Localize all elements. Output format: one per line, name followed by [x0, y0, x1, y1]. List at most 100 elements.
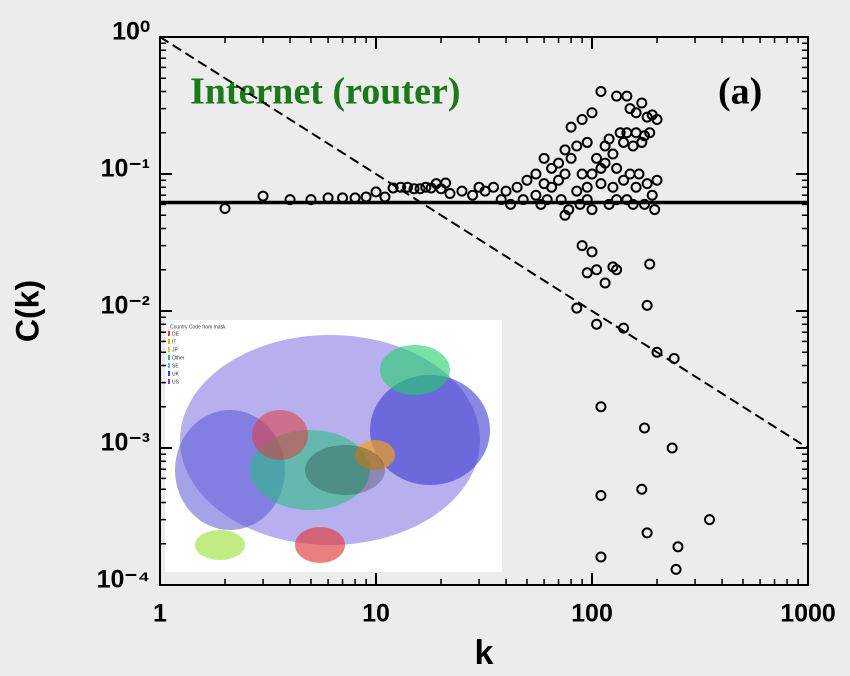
inset-legend-item: UK — [172, 371, 180, 377]
inset-blob — [295, 527, 345, 563]
data-point — [440, 177, 452, 189]
data-point — [581, 194, 593, 206]
data-point — [627, 140, 639, 152]
data-point — [591, 318, 603, 330]
data-point — [530, 189, 542, 201]
data-point — [546, 181, 558, 193]
data-point — [546, 162, 558, 174]
x-tick-label: 1000 — [780, 600, 836, 628]
data-point — [603, 198, 615, 210]
inset-legend-swatch — [168, 371, 170, 376]
inset-blob — [195, 530, 245, 560]
data-point — [565, 152, 577, 164]
data-point — [595, 178, 607, 190]
data-point — [651, 346, 663, 358]
data-point — [559, 168, 571, 180]
inset-legend-swatch — [168, 379, 170, 384]
data-point — [505, 198, 517, 210]
data-point — [618, 174, 630, 186]
y-tick-label: 10⁻⁴ — [97, 566, 150, 594]
x-tick-label: 10 — [362, 600, 390, 628]
data-point — [644, 258, 656, 270]
data-point — [672, 541, 684, 553]
data-point — [541, 194, 553, 206]
data-point — [414, 183, 426, 195]
data-point — [284, 194, 296, 206]
data-point — [636, 483, 648, 495]
data-point — [668, 353, 680, 365]
data-point — [586, 204, 598, 216]
data-point — [627, 198, 639, 210]
data-point — [638, 422, 650, 434]
data-point — [495, 194, 507, 206]
data-point — [641, 111, 653, 123]
data-point — [555, 194, 567, 206]
data-point — [559, 144, 571, 156]
data-point — [666, 442, 678, 454]
data-point — [595, 401, 607, 413]
data-point — [704, 514, 716, 526]
x-tick-label: 1 — [153, 600, 167, 628]
data-point — [599, 157, 611, 169]
data-point — [571, 185, 583, 197]
inset-blob — [252, 410, 308, 460]
inset-legend-item: JP — [172, 347, 179, 353]
chart-title: Internet (router) — [190, 71, 460, 113]
data-point — [607, 181, 619, 193]
y-tick-label: 10⁻¹ — [101, 155, 150, 183]
data-point — [360, 191, 372, 203]
data-point — [611, 194, 623, 206]
inset-blob — [305, 445, 385, 495]
inset-blob — [380, 345, 450, 395]
data-point — [638, 198, 650, 210]
x-axis-label: k — [475, 634, 494, 672]
data-point — [591, 264, 603, 276]
y-tick-label: 10⁰ — [112, 18, 150, 46]
data-point — [595, 551, 607, 563]
data-point — [618, 322, 630, 334]
data-point — [670, 563, 682, 575]
data-point — [553, 174, 565, 186]
data-point — [581, 181, 593, 193]
data-point — [511, 181, 523, 193]
data-point — [581, 136, 593, 148]
data-point — [559, 209, 571, 221]
data-point — [651, 113, 663, 125]
data-point — [586, 168, 598, 180]
data-point — [395, 181, 407, 193]
data-point — [586, 246, 598, 258]
data-point — [387, 182, 399, 194]
data-point — [571, 302, 583, 314]
inset-legend-swatch — [168, 363, 170, 368]
data-point — [586, 107, 598, 119]
inset-legend-item: Other — [172, 355, 185, 361]
data-point — [305, 194, 317, 206]
data-point — [641, 527, 653, 539]
inset-legend-swatch — [168, 347, 170, 352]
data-point — [521, 174, 533, 186]
data-point — [644, 127, 656, 139]
data-point — [595, 86, 607, 98]
inset-legend-swatch — [168, 355, 170, 360]
x-tick-label: 100 — [571, 600, 613, 628]
inset-legend-swatch — [168, 331, 170, 336]
y-axis-label: C(k) — [9, 280, 45, 342]
data-point — [636, 136, 648, 148]
data-point — [370, 186, 382, 198]
data-point — [649, 204, 661, 216]
data-point — [553, 157, 565, 169]
data-point — [576, 240, 588, 252]
data-point — [641, 178, 653, 190]
data-point — [611, 162, 623, 174]
data-point — [630, 107, 642, 119]
data-point — [641, 299, 653, 311]
data-point — [420, 181, 432, 193]
data-point — [633, 168, 645, 180]
inset-legend-item: US — [172, 379, 180, 385]
data-point — [607, 148, 619, 160]
data-point — [349, 192, 361, 204]
data-point — [456, 185, 468, 197]
fit-line — [159, 36, 809, 449]
data-point — [618, 136, 630, 148]
